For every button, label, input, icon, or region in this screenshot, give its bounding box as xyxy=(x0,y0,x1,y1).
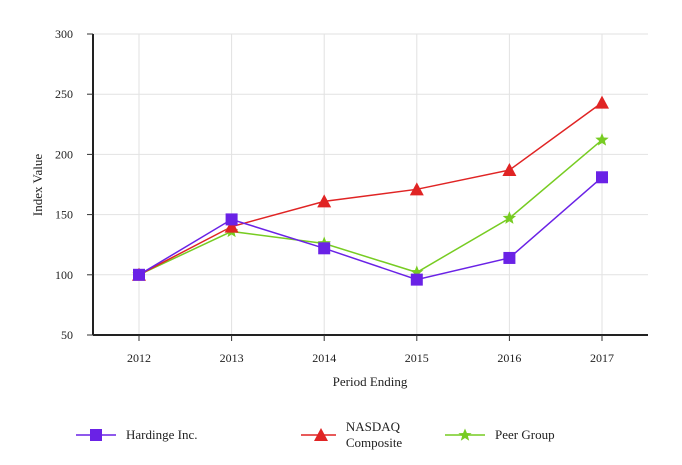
y-tick-label: 50 xyxy=(61,328,73,342)
series-line xyxy=(138,176,603,281)
x-axis-ticks: 2012 2013 2014 2015 2016 2017 xyxy=(127,335,614,365)
square-marker-icon[interactable] xyxy=(503,251,516,264)
x-tick-label: 2017 xyxy=(590,351,614,365)
legend-label: Peer Group xyxy=(495,427,555,442)
gridlines xyxy=(93,33,648,335)
triangle-marker-icon[interactable] xyxy=(317,194,332,208)
y-axis-title: Index Value xyxy=(30,154,45,216)
y-tick-label: 200 xyxy=(55,147,73,161)
triangle-marker-icon[interactable] xyxy=(224,219,239,233)
x-tick-label: 2015 xyxy=(405,351,429,365)
star-marker-icon xyxy=(445,428,485,441)
legend-item-peer-group[interactable]: Peer Group xyxy=(445,427,555,443)
square-marker-icon xyxy=(76,429,116,441)
legend-label: Hardinge Inc. xyxy=(126,427,198,442)
triangle-marker-icon[interactable] xyxy=(595,95,609,109)
square-marker-icon[interactable] xyxy=(133,268,145,281)
star-marker-icon[interactable] xyxy=(595,133,609,146)
legend-item-nasdaq[interactable]: NASDAQ Composite xyxy=(301,419,445,451)
y-tick-label: 250 xyxy=(55,87,73,101)
legend-label: NASDAQ Composite xyxy=(345,419,403,450)
square-marker-icon[interactable] xyxy=(318,242,331,255)
series-line xyxy=(138,102,603,276)
y-tick-label: 100 xyxy=(55,268,73,282)
x-tick-label: 2014 xyxy=(312,351,336,365)
star-marker-icon[interactable] xyxy=(410,265,424,279)
x-tick-label: 2016 xyxy=(497,351,521,365)
x-axis-title: Period Ending xyxy=(333,374,408,389)
triangle-marker-icon[interactable] xyxy=(502,163,517,177)
axes xyxy=(92,34,648,336)
y-tick-label: 300 xyxy=(55,27,73,41)
x-tick-label: 2012 xyxy=(127,351,151,365)
series-line xyxy=(138,139,603,276)
square-marker-icon[interactable] xyxy=(410,273,423,286)
square-marker-icon[interactable] xyxy=(225,213,238,226)
y-tick-label: 150 xyxy=(55,208,73,222)
triangle-marker-icon xyxy=(301,428,336,441)
square-marker-icon[interactable] xyxy=(596,171,608,184)
x-tick-label: 2013 xyxy=(220,351,244,365)
legend-item-hardinge[interactable]: Hardinge Inc. xyxy=(76,427,301,443)
y-axis-ticks: 50 100 150 200 250 300 xyxy=(55,27,93,342)
data-series xyxy=(132,95,609,286)
star-marker-icon[interactable] xyxy=(502,211,517,224)
legend: Hardinge Inc. NASDAQ Composite Peer Grou… xyxy=(76,419,555,451)
triangle-marker-icon[interactable] xyxy=(409,182,424,196)
